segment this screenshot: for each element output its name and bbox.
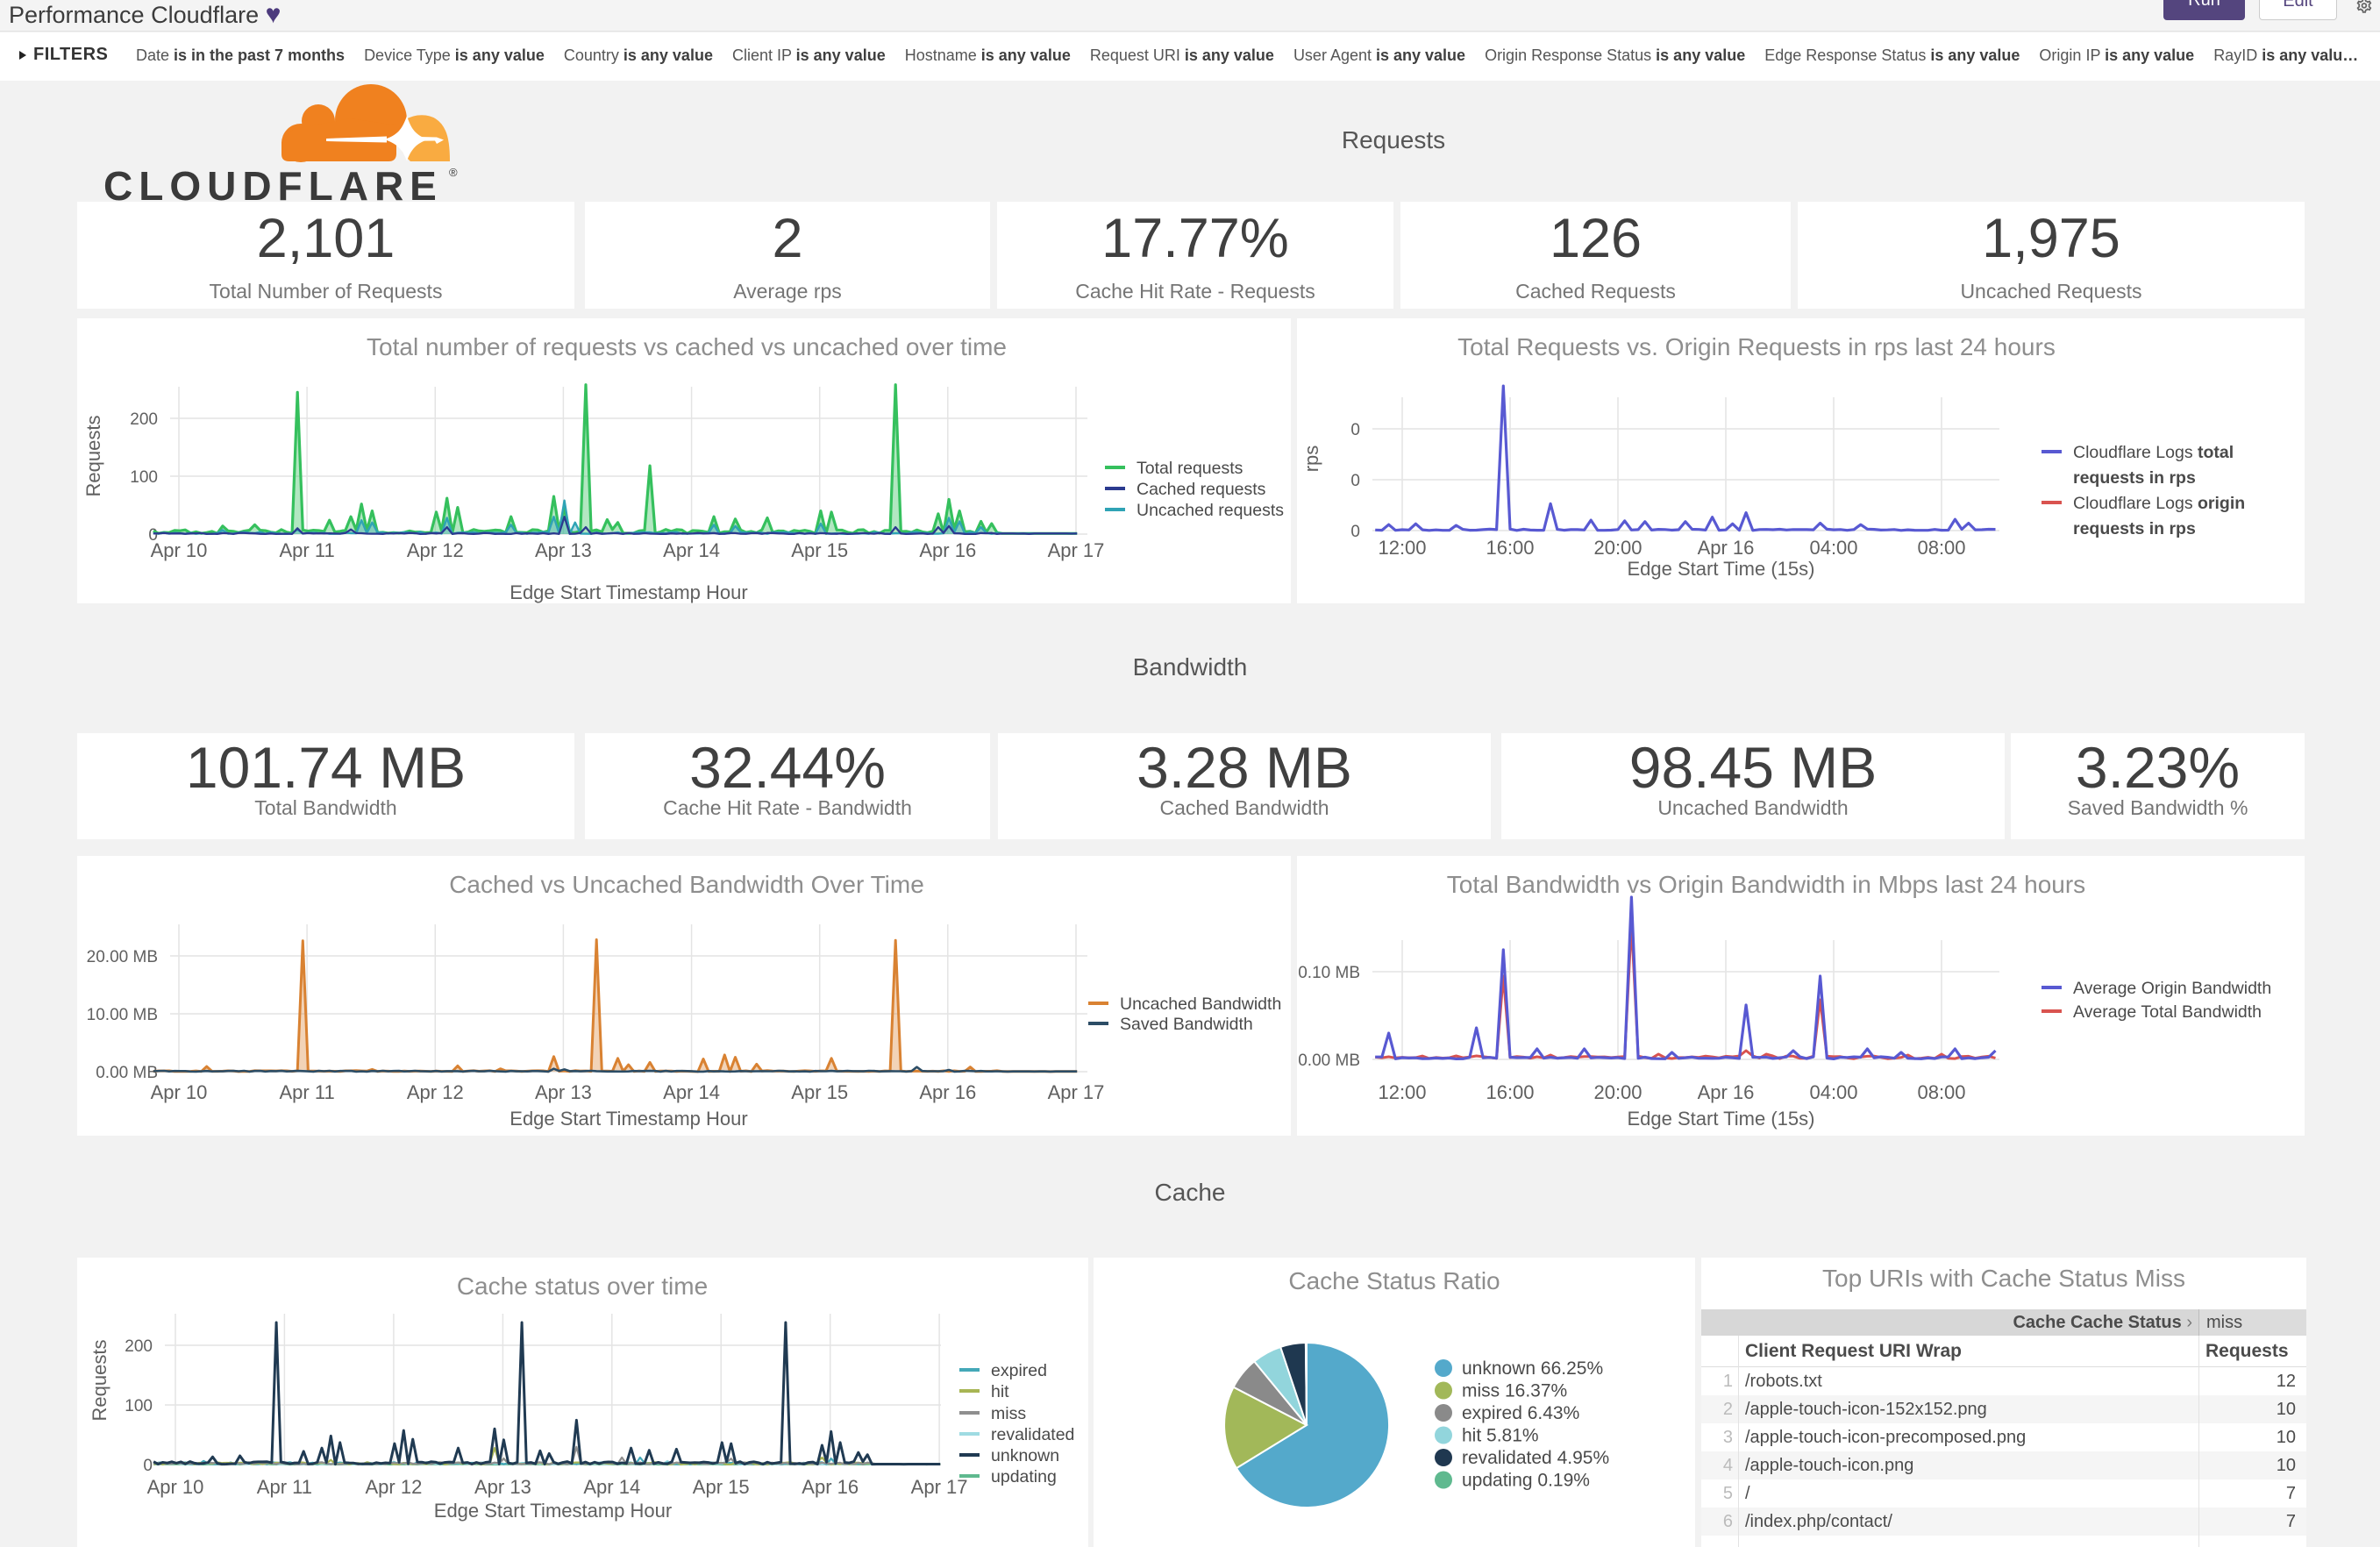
svg-text:Cached vs Uncached Bandwidth O: Cached vs Uncached Bandwidth Over Time xyxy=(449,871,924,898)
svg-text:10.00 MB: 10.00 MB xyxy=(87,1006,158,1024)
svg-text:08:00: 08:00 xyxy=(1917,537,1965,559)
svg-text:08:00: 08:00 xyxy=(1917,1081,1965,1103)
svg-text:Total requests: Total requests xyxy=(1137,459,1243,478)
svg-text:Apr 13: Apr 13 xyxy=(535,539,592,561)
svg-text:0.00 MB: 0.00 MB xyxy=(1298,1052,1360,1070)
svg-text:200: 200 xyxy=(125,1337,153,1356)
svg-text:Edge Start Timestamp Hour: Edge Start Timestamp Hour xyxy=(509,581,747,603)
svg-text:Apr 12: Apr 12 xyxy=(407,1081,464,1103)
svg-text:12:00: 12:00 xyxy=(1378,537,1426,559)
svg-text:0.00 MB: 0.00 MB xyxy=(96,1064,158,1082)
svg-text:20:00: 20:00 xyxy=(1593,537,1642,559)
svg-text:hit 5.81%: hit 5.81% xyxy=(1462,1426,1539,1446)
svg-text:updating 0.19%: updating 0.19% xyxy=(1462,1471,1590,1491)
svg-text:Apr 16: Apr 16 xyxy=(1698,537,1755,559)
svg-text:0: 0 xyxy=(1350,421,1360,439)
svg-text:04:00: 04:00 xyxy=(1809,537,1857,559)
svg-text:Apr 16: Apr 16 xyxy=(919,1081,976,1103)
svg-text:Apr 13: Apr 13 xyxy=(474,1476,531,1498)
svg-text:100: 100 xyxy=(130,468,158,487)
svg-text:0: 0 xyxy=(143,1457,153,1475)
svg-text:0: 0 xyxy=(1350,472,1360,490)
svg-text:Average Origin Bandwidth: Average Origin Bandwidth xyxy=(2073,979,2271,998)
svg-text:Cache Status Ratio: Cache Status Ratio xyxy=(1288,1267,1500,1294)
svg-text:16:00: 16:00 xyxy=(1486,1081,1534,1103)
svg-text:CLOUDFLARE: CLOUDFLARE xyxy=(103,163,443,206)
svg-text:Apr 17: Apr 17 xyxy=(911,1476,968,1498)
svg-text:Apr 10: Apr 10 xyxy=(151,539,208,561)
svg-text:Apr 11: Apr 11 xyxy=(257,1476,312,1498)
svg-text:Cache status over time: Cache status over time xyxy=(457,1273,708,1300)
svg-text:Uncached Bandwidth: Uncached Bandwidth xyxy=(1120,994,1281,1014)
svg-text:miss: miss xyxy=(991,1404,1026,1423)
svg-text:Edge Start Time (15s): Edge Start Time (15s) xyxy=(1628,1108,1815,1130)
svg-text:Apr 10: Apr 10 xyxy=(147,1476,204,1498)
svg-text:Total Requests vs. Origin Requ: Total Requests vs. Origin Requests in rp… xyxy=(1457,333,2056,360)
svg-text:rps: rps xyxy=(1300,446,1322,473)
svg-text:Apr 14: Apr 14 xyxy=(663,1081,720,1103)
svg-text:revalidated 4.95%: revalidated 4.95% xyxy=(1462,1448,1609,1468)
svg-text:04:00: 04:00 xyxy=(1809,1081,1857,1103)
svg-text:unknown: unknown xyxy=(991,1446,1059,1465)
svg-text:Apr 17: Apr 17 xyxy=(1048,1081,1105,1103)
svg-text:miss 16.37%: miss 16.37% xyxy=(1462,1381,1567,1401)
svg-text:12:00: 12:00 xyxy=(1378,1081,1426,1103)
svg-text:Apr 14: Apr 14 xyxy=(583,1476,640,1498)
svg-text:Edge Start Time (15s): Edge Start Time (15s) xyxy=(1628,558,1815,580)
svg-text:Cloudflare Logs origin: Cloudflare Logs origin xyxy=(2073,494,2245,513)
svg-text:Apr 12: Apr 12 xyxy=(365,1476,422,1498)
svg-text:Requests: Requests xyxy=(89,1340,110,1422)
svg-text:Saved Bandwidth: Saved Bandwidth xyxy=(1120,1015,1253,1034)
svg-text:updating: updating xyxy=(991,1467,1057,1486)
svg-text:Apr 15: Apr 15 xyxy=(693,1476,750,1498)
svg-text:Cloudflare Logs total: Cloudflare Logs total xyxy=(2073,443,2234,462)
svg-text:Apr 11: Apr 11 xyxy=(280,1081,335,1103)
svg-text:Apr 17: Apr 17 xyxy=(1048,539,1105,561)
svg-text:Total Bandwidth vs Origin Band: Total Bandwidth vs Origin Bandwidth in M… xyxy=(1447,871,2085,898)
svg-text:200: 200 xyxy=(130,410,158,429)
svg-text:20.00 MB: 20.00 MB xyxy=(87,948,158,966)
svg-text:requests in rps: requests in rps xyxy=(2073,468,2196,488)
svg-text:Apr 16: Apr 16 xyxy=(1698,1081,1755,1103)
svg-text:Apr 11: Apr 11 xyxy=(280,539,335,561)
svg-text:Apr 10: Apr 10 xyxy=(151,1081,208,1103)
svg-text:100: 100 xyxy=(125,1397,153,1415)
svg-text:Edge Start Timestamp Hour: Edge Start Timestamp Hour xyxy=(509,1108,747,1130)
svg-text:Apr 16: Apr 16 xyxy=(802,1476,859,1498)
svg-text:requests in rps: requests in rps xyxy=(2073,519,2196,538)
svg-text:hit: hit xyxy=(991,1382,1009,1401)
svg-text:0: 0 xyxy=(1350,523,1360,541)
svg-text:Cached requests: Cached requests xyxy=(1137,480,1266,499)
svg-text:Uncached requests: Uncached requests xyxy=(1137,501,1284,520)
svg-text:revalidated: revalidated xyxy=(991,1425,1074,1444)
svg-text:20:00: 20:00 xyxy=(1593,1081,1642,1103)
svg-text:expired: expired xyxy=(991,1361,1047,1380)
svg-text:Edge Start Timestamp Hour: Edge Start Timestamp Hour xyxy=(434,1500,672,1522)
svg-text:Apr 13: Apr 13 xyxy=(535,1081,592,1103)
svg-text:Apr 15: Apr 15 xyxy=(791,1081,848,1103)
svg-text:16:00: 16:00 xyxy=(1486,537,1534,559)
svg-text:0: 0 xyxy=(148,526,158,545)
svg-text:Apr 16: Apr 16 xyxy=(919,539,976,561)
svg-text:Apr 14: Apr 14 xyxy=(663,539,720,561)
svg-text:unknown 66.25%: unknown 66.25% xyxy=(1462,1358,1603,1379)
svg-text:0.10 MB: 0.10 MB xyxy=(1298,964,1360,982)
svg-text:Average Total Bandwidth: Average Total Bandwidth xyxy=(2073,1002,2262,1022)
svg-text:expired 6.43%: expired 6.43% xyxy=(1462,1403,1579,1423)
svg-text:Requests: Requests xyxy=(82,416,104,497)
svg-text:®: ® xyxy=(449,166,458,179)
svg-text:Apr 15: Apr 15 xyxy=(791,539,848,561)
svg-text:Apr 12: Apr 12 xyxy=(407,539,464,561)
svg-text:Total number of requests vs ca: Total number of requests vs cached vs un… xyxy=(367,333,1007,360)
